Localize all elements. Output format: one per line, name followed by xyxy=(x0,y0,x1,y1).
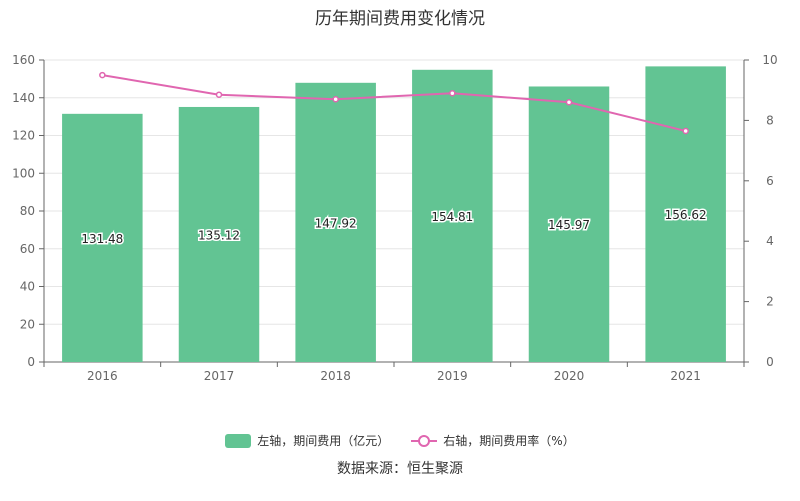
y-right-tick-label: 10 xyxy=(762,53,777,67)
bar xyxy=(62,113,143,362)
y-left-tick-label: 100 xyxy=(12,166,35,180)
chart-title: 历年期间费用变化情况 xyxy=(315,9,485,29)
rate-point xyxy=(99,71,106,79)
bar-data-label: 156.62 xyxy=(665,208,707,222)
x-tick-label: 2018 xyxy=(320,369,351,383)
y-left-tick-label: 80 xyxy=(20,204,35,218)
y-right-tick-label: 8 xyxy=(766,113,774,127)
legend-bar-swatch xyxy=(225,433,252,448)
bar-data-label: 131.48 xyxy=(81,232,123,246)
bar-data-label: 154.81 xyxy=(431,210,473,224)
y-right-tick-label: 6 xyxy=(766,174,774,188)
legend-item-bar[interactable]: 左轴，期间费用（亿元） xyxy=(225,432,389,449)
y-right-tick-label: 2 xyxy=(766,295,774,309)
legend-line-label: 右轴，期间费用率（%） xyxy=(443,434,575,448)
rate-point xyxy=(682,127,689,135)
bar xyxy=(178,106,260,362)
y-right-tick-label: 0 xyxy=(766,355,774,369)
bar xyxy=(412,69,493,362)
y-left-tick-label: 40 xyxy=(20,280,35,294)
legend-bar-label: 左轴，期间费用（亿元） xyxy=(257,434,390,448)
bar xyxy=(295,82,376,363)
y-left-tick-label: 20 xyxy=(20,317,35,331)
legend-line-swatch xyxy=(411,434,438,447)
bar xyxy=(645,66,726,362)
y-left-tick-label: 160 xyxy=(12,53,35,67)
rate-point xyxy=(215,91,223,98)
bar-data-label: 145.97 xyxy=(548,218,590,232)
rate-line xyxy=(102,74,686,132)
y-left-tick-label: 0 xyxy=(27,355,35,369)
y-left-tick-label: 120 xyxy=(12,129,35,143)
x-tick-label: 2020 xyxy=(554,369,585,383)
rate-point xyxy=(332,96,339,103)
x-tick-label: 2021 xyxy=(670,369,701,383)
legend-item-line[interactable]: 右轴，期间费用率（%） xyxy=(411,432,575,449)
x-tick-label: 2017 xyxy=(204,369,235,383)
y-right-tick-label: 4 xyxy=(766,234,774,248)
legend: 左轴，期间费用（亿元） 右轴，期间费用率（%） xyxy=(0,432,800,449)
rate-point xyxy=(565,99,573,106)
bar xyxy=(528,86,610,362)
y-left-tick-label: 140 xyxy=(12,91,35,105)
rate-point xyxy=(449,89,456,97)
bar-data-label: 147.92 xyxy=(315,216,357,230)
x-tick-label: 2016 xyxy=(87,369,118,383)
y-left-tick-label: 60 xyxy=(20,242,35,256)
x-tick-label: 2019 xyxy=(437,369,468,383)
bar-data-label: 135.12 xyxy=(198,228,240,242)
data-source: 数据来源：恒生聚源 xyxy=(337,461,463,477)
